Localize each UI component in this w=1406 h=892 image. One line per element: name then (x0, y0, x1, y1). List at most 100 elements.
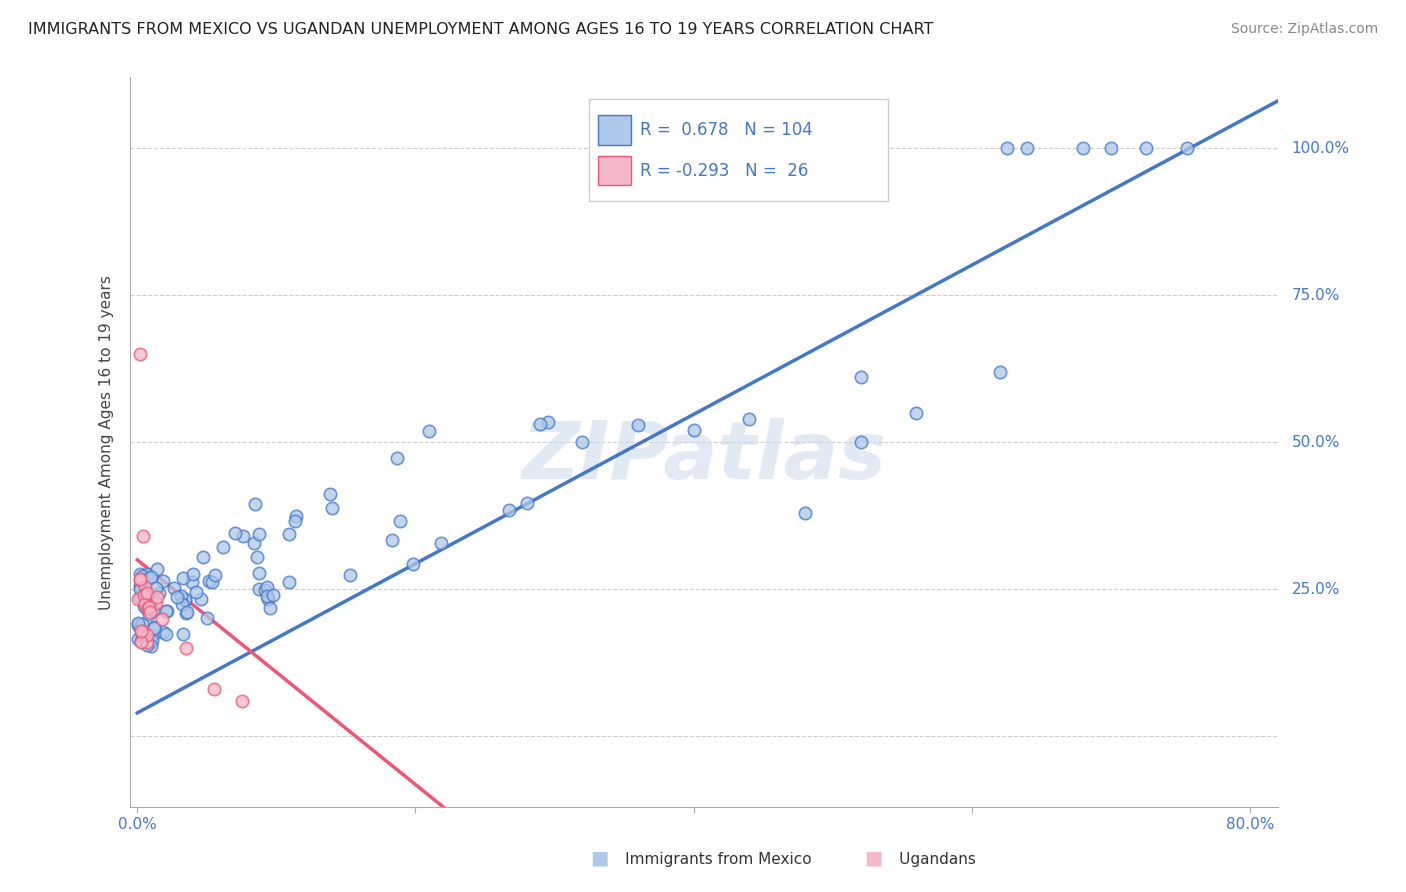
Point (127, 616, 149, 631)
Text: R = -0.293   N =  26: R = -0.293 N = 26 (640, 161, 808, 180)
Text: ZIPatlas: ZIPatlas (522, 417, 887, 496)
Point (128, 579, 150, 593)
Point (181, 574, 204, 589)
Y-axis label: Unemployment Among Ages 16 to 19 years: Unemployment Among Ages 16 to 19 years (100, 275, 114, 609)
Point (402, 557, 425, 571)
Point (537, 415, 560, 429)
Point (319, 487, 342, 501)
Point (142, 628, 165, 642)
Point (138, 607, 160, 622)
Point (253, 583, 276, 598)
Point (134, 580, 156, 594)
Point (136, 566, 159, 581)
Point (134, 595, 156, 609)
Point (387, 451, 409, 466)
Point (627, 417, 650, 432)
Point (988, 365, 1011, 379)
Text: 50.0%: 50.0% (1292, 434, 1340, 450)
Point (849, 435, 872, 450)
Point (136, 568, 159, 582)
Point (163, 581, 186, 595)
Point (516, 496, 538, 510)
Point (139, 605, 162, 619)
Point (139, 571, 162, 585)
Point (146, 591, 169, 605)
Point (172, 571, 194, 585)
Point (212, 540, 235, 554)
Point (141, 639, 163, 653)
Point (131, 617, 153, 632)
Point (232, 528, 254, 542)
Point (146, 561, 169, 575)
Point (127, 632, 149, 646)
FancyBboxPatch shape (589, 99, 887, 202)
Point (132, 573, 155, 587)
Point (136, 589, 159, 603)
Point (380, 533, 402, 547)
Point (1017, 141, 1039, 155)
Point (257, 591, 280, 606)
Point (184, 585, 207, 599)
Point (231, 694, 253, 708)
Point (129, 572, 152, 586)
Point (152, 574, 174, 588)
FancyBboxPatch shape (599, 115, 631, 145)
Point (129, 591, 152, 605)
Point (339, 567, 361, 582)
Point (277, 527, 299, 541)
Point (170, 590, 193, 604)
Point (145, 581, 167, 595)
Point (430, 536, 453, 550)
Point (129, 634, 152, 648)
Point (247, 526, 270, 541)
Point (155, 627, 177, 641)
Point (143, 620, 166, 634)
Point (136, 586, 159, 600)
Point (247, 582, 270, 596)
Point (136, 634, 159, 648)
Point (259, 601, 281, 615)
Point (150, 612, 173, 626)
Point (1071, 141, 1094, 155)
Point (389, 514, 412, 528)
Point (134, 599, 156, 614)
Point (243, 535, 266, 549)
Text: Ugandans: Ugandans (865, 852, 976, 867)
Point (132, 595, 155, 609)
Point (143, 621, 166, 635)
Point (243, 497, 266, 511)
Point (127, 592, 149, 607)
Point (197, 574, 219, 588)
Point (135, 601, 157, 615)
Point (256, 590, 278, 604)
Point (418, 424, 440, 438)
Point (145, 596, 167, 610)
Point (155, 605, 177, 619)
Point (127, 617, 149, 632)
Point (174, 606, 197, 620)
Point (849, 370, 872, 384)
Point (136, 638, 159, 652)
Point (905, 406, 928, 420)
Point (173, 593, 195, 607)
Point (1099, 141, 1122, 155)
Point (131, 569, 153, 583)
Point (321, 501, 343, 516)
Point (135, 590, 157, 604)
Point (138, 600, 160, 615)
Point (128, 567, 150, 582)
Point (142, 603, 165, 617)
Point (129, 621, 152, 635)
Point (132, 629, 155, 643)
Point (136, 628, 159, 642)
Point (1175, 141, 1198, 155)
Point (1135, 141, 1157, 155)
Text: Immigrants from Mexico: Immigrants from Mexico (591, 852, 811, 867)
Point (166, 591, 188, 605)
Point (498, 502, 520, 516)
Point (738, 411, 761, 425)
Text: IMMIGRANTS FROM MEXICO VS UGANDAN UNEMPLOYMENT AMONG AGES 16 TO 19 YEARS CORRELA: IMMIGRANTS FROM MEXICO VS UGANDAN UNEMPL… (28, 22, 934, 37)
Point (174, 641, 197, 656)
Point (170, 597, 193, 611)
Point (201, 574, 224, 589)
